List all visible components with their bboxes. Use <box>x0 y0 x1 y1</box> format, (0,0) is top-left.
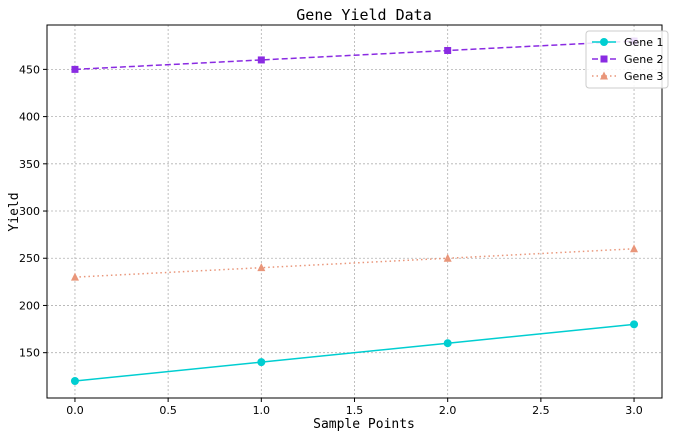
y-tick-label: 200 <box>19 299 40 312</box>
series-line <box>74 40 635 71</box>
grid-lines <box>47 25 662 398</box>
data-point <box>443 339 452 348</box>
x-axis-label: Sample Points <box>313 417 415 432</box>
y-tick-label: 450 <box>19 63 40 76</box>
x-tick-label: 1.0 <box>253 404 271 417</box>
legend-marker <box>600 55 608 63</box>
legend-item: Gene 2 <box>592 53 664 66</box>
x-tick-label: 2.5 <box>532 404 550 417</box>
x-tick-label: 3.0 <box>625 404 643 417</box>
y-tick-label: 400 <box>19 111 40 124</box>
x-tick-label: 0.5 <box>159 404 177 417</box>
x-tick-label: 2.0 <box>439 404 457 417</box>
legend-box <box>585 30 669 89</box>
data-point <box>630 244 639 253</box>
data-point <box>70 272 79 281</box>
x-tick-label: 0.0 <box>66 404 84 417</box>
chart-title: Gene Yield Data <box>296 6 431 24</box>
data-point <box>444 46 452 54</box>
y-tick-label: 150 <box>19 347 40 360</box>
axis-ticks: 0.0 0.5 1.0 1.5 2.0 2.5 3.0 150 200 250 300 350 400 4… <box>19 63 643 417</box>
y-tick-label: 250 <box>19 252 40 265</box>
series-line <box>74 248 635 278</box>
legend: Gene 1 Gene 2 Gene 3 <box>585 30 669 89</box>
series-line <box>74 323 635 382</box>
x-tick-label: 1.5 <box>346 404 364 417</box>
legend-label: Gene 2 <box>624 53 664 66</box>
data-point <box>257 263 266 272</box>
series-1 <box>70 320 639 386</box>
series-group <box>70 37 639 386</box>
legend-label: Gene 1 <box>624 36 664 49</box>
series-3 <box>70 244 639 281</box>
legend-item: Gene 1 <box>592 36 664 49</box>
data-point <box>257 358 266 367</box>
legend-marker <box>600 71 608 80</box>
data-point <box>70 377 79 386</box>
data-point <box>71 65 79 73</box>
data-point <box>257 56 265 64</box>
legend-marker <box>600 38 608 46</box>
data-point <box>630 320 639 329</box>
y-tick-label: 300 <box>19 205 40 218</box>
data-point <box>443 253 452 262</box>
legend-label: Gene 3 <box>624 70 664 83</box>
y-axis-label: Yield <box>7 192 22 231</box>
y-tick-label: 350 <box>19 158 40 171</box>
legend-item: Gene 3 <box>592 70 664 83</box>
